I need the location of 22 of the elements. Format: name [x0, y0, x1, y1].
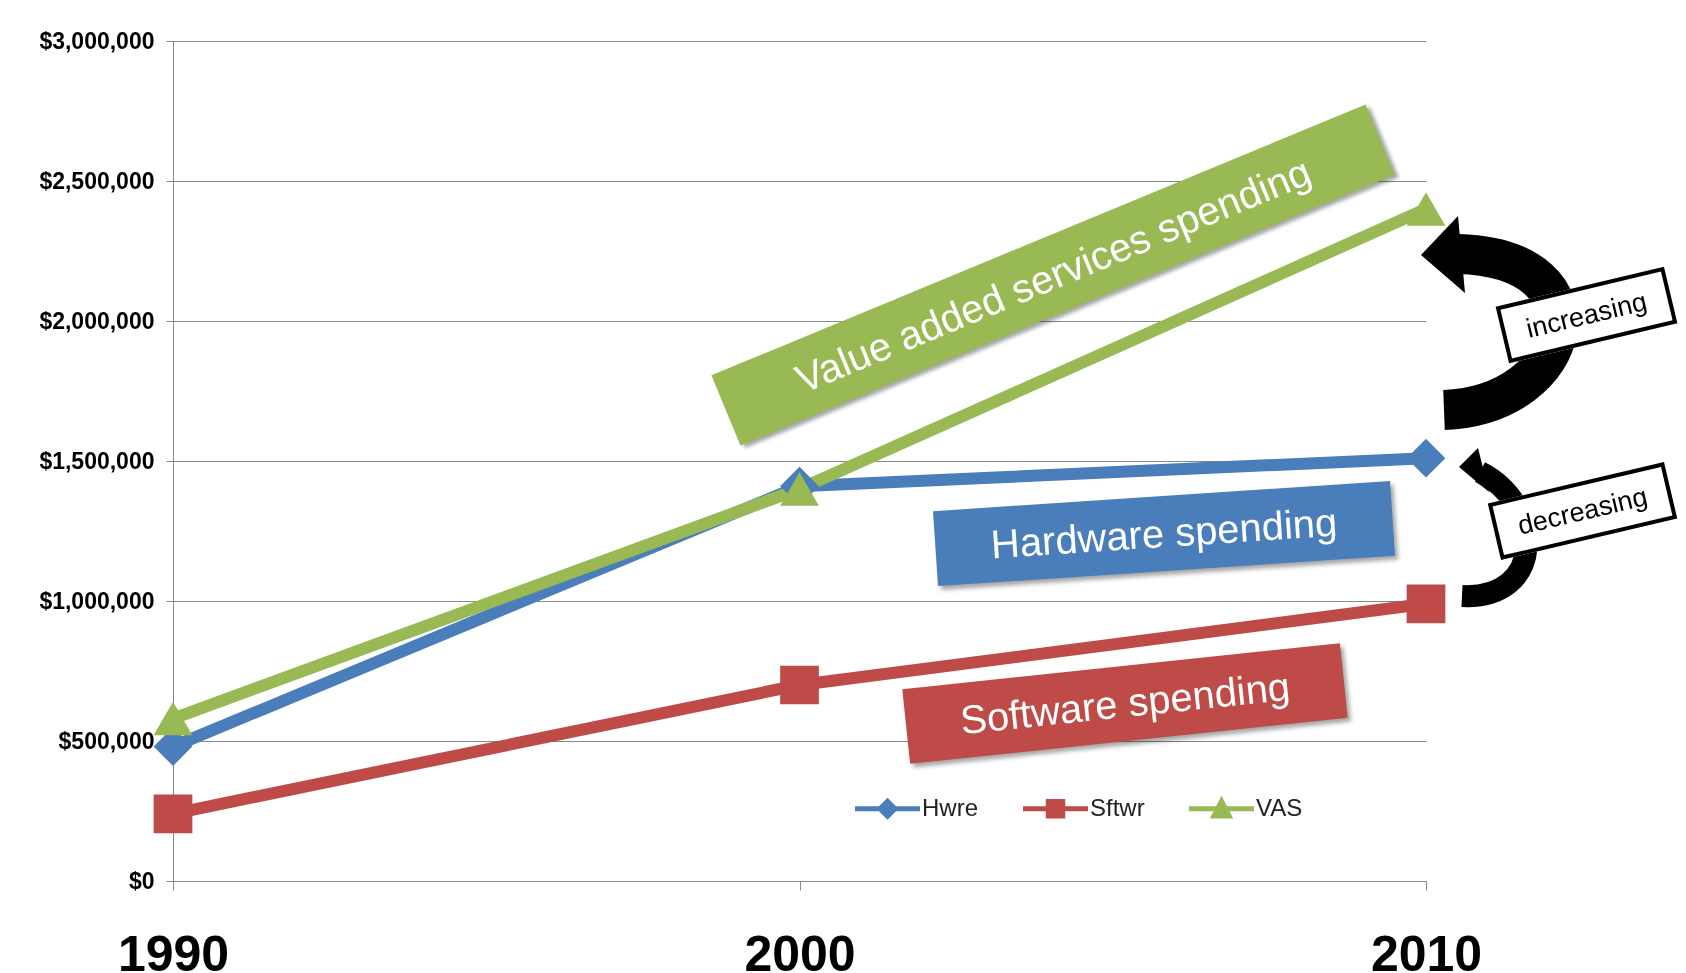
legend-label: VAS: [1256, 793, 1303, 821]
y-tick-label: $1,500,000: [39, 447, 155, 474]
point: [1406, 192, 1446, 226]
legend-label: Sftwr: [1090, 793, 1145, 821]
point: [1406, 584, 1446, 624]
x-tick-label: 2010: [1370, 925, 1483, 973]
text: increasing: [1522, 285, 1650, 345]
x-tick-label: 1990: [117, 925, 230, 973]
y-tick-label: $500,000: [58, 727, 155, 754]
y-tick-label: $0: [128, 867, 155, 894]
y-tick-label: $3,000,000: [39, 27, 155, 54]
y-tick-label: $2,000,000: [39, 307, 155, 334]
annotation: Software spending: [957, 663, 1293, 743]
legend-label: Hwre: [922, 793, 979, 821]
point: [153, 701, 193, 736]
point: [780, 665, 819, 705]
text: decreasing: [1514, 480, 1650, 542]
x-tick-label: 2000: [744, 925, 856, 973]
y-tick-label: $2,500,000: [39, 167, 155, 194]
annotation: Hardware spending: [989, 499, 1339, 567]
y-tick-label: $1,000,000: [39, 587, 155, 614]
point: [153, 794, 193, 834]
